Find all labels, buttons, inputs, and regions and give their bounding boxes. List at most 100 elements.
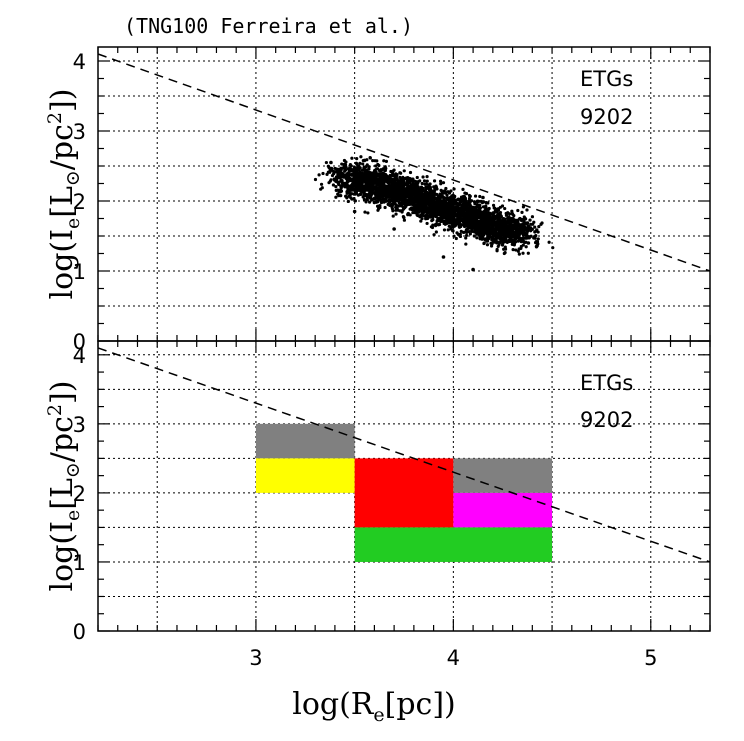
x-title-sub: e [373,704,384,726]
y-tick-label: 4 [73,344,86,368]
y-title-sub: e [62,218,84,229]
scatter-point [425,200,429,205]
scatter-point [371,171,376,175]
scatter-point [473,221,477,225]
bottom-annotation-count: 9202 [580,408,633,432]
scatter-point [412,208,417,212]
scatter-point [528,226,533,230]
scatter-point [516,249,520,253]
x-tick-label: 4 [447,646,460,670]
scatter-point [445,197,450,201]
scatter-point [349,192,353,196]
y-title-suffix: ]) [45,89,80,112]
scatter-point [333,170,337,174]
scatter-point [396,184,401,188]
scatter-point [516,208,520,213]
top-ticks [97,47,711,342]
scatter-point [514,248,518,252]
x-axis-title: log(Re[pc]) [292,687,456,726]
scatter-point [403,182,408,186]
scatter-point [426,214,430,218]
scatter-point [337,171,341,175]
scatter-point [526,241,531,245]
scatter-point [346,199,350,204]
scatter-point [398,197,402,201]
scatter-point [454,236,458,241]
y-tick-label: 2 [73,482,86,506]
scatter-point [375,204,380,208]
scatter-point [391,185,395,190]
scatter-point [474,207,478,212]
scatter-point [503,251,507,255]
scatter-point [372,185,376,189]
figure-title: (TNG100 Ferreira et al.) [124,14,413,38]
scatter-point [460,223,464,227]
scatter-point [447,201,451,205]
scatter-point [521,251,525,255]
scatter-point [499,234,504,238]
scatter-point [456,232,460,236]
scatter-point [446,228,450,232]
scatter-point [437,200,441,204]
scatter-point [522,219,526,224]
scatter-point [421,211,425,215]
scatter-point [392,168,396,172]
scatter-point [375,182,379,187]
scatter-point [514,233,518,237]
y-tick-label: 1 [73,551,86,575]
scatter-point [366,193,370,197]
scatter-point [461,211,466,216]
scatter-point [467,202,471,207]
scatter-point [442,228,447,232]
scatter-point [533,230,537,234]
scatter-point [463,196,467,200]
scatter-point [387,200,392,204]
y-tick-label: 1 [73,260,86,284]
dashed-reference-line [97,53,711,272]
scatter-point [481,214,485,218]
scatter-point [347,176,351,181]
scatter-point [382,200,386,204]
heatmap-cell [453,458,553,493]
scatter-point [446,220,450,224]
x-tick-label: 3 [249,646,262,670]
scatter-point [404,195,409,199]
scatter-point [383,205,387,210]
scatter-point [438,179,443,183]
scatter-point [411,181,415,185]
scatter-point [406,213,410,217]
scatter-point [499,237,503,241]
scatter-point [375,167,380,171]
scatter-point [413,193,417,197]
scatter-point [392,227,396,231]
scatter-point [382,159,386,163]
scatter-point [458,207,463,211]
scatter-point [432,195,436,199]
top-y-tick-labels: 0 1 2 3 4 [73,50,86,354]
scatter-point [398,175,402,179]
scatter-point [481,195,485,200]
scatter-point [346,167,351,171]
scatter-point [358,161,362,165]
scatter-point [408,213,412,217]
scatter-point [445,207,449,211]
scatter-point [365,196,369,200]
scatter-point [445,193,449,197]
scatter-point [456,215,460,219]
scatter-point [547,240,551,244]
scatter-point [419,219,423,223]
scatter-point [379,176,383,180]
scatter-point [504,220,508,224]
scatter-point [362,158,367,163]
scatter-point [412,203,416,208]
scatter-point [444,186,448,191]
scatter-point [467,199,471,203]
scatter-point [442,189,447,193]
scatter-point [398,201,402,205]
scatter-point [371,173,375,178]
scatter-point [442,200,447,204]
scatter-point [360,174,365,179]
scatter-point [478,211,482,215]
scatter-point [355,157,359,161]
scatter-point [393,192,397,196]
